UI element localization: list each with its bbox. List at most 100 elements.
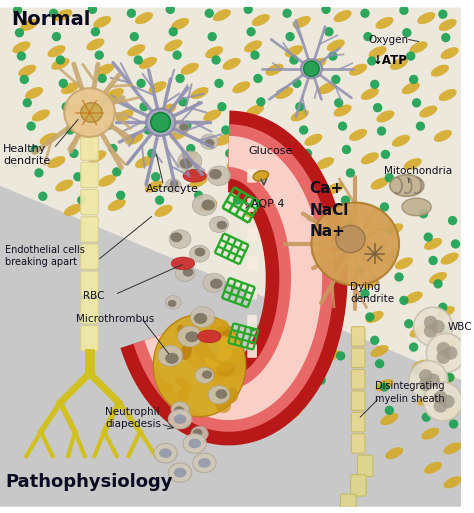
Circle shape xyxy=(285,32,295,41)
FancyBboxPatch shape xyxy=(351,348,365,367)
Ellipse shape xyxy=(349,64,367,76)
Bar xyxy=(222,207,249,224)
Circle shape xyxy=(233,195,242,205)
Circle shape xyxy=(229,172,238,182)
Ellipse shape xyxy=(181,63,199,75)
Circle shape xyxy=(190,167,200,176)
FancyBboxPatch shape xyxy=(81,216,98,242)
Circle shape xyxy=(211,55,221,65)
Bar xyxy=(233,325,241,345)
Ellipse shape xyxy=(304,134,322,146)
Circle shape xyxy=(360,9,370,18)
Circle shape xyxy=(134,55,143,65)
Ellipse shape xyxy=(198,330,221,343)
Ellipse shape xyxy=(145,181,163,192)
Circle shape xyxy=(225,149,234,158)
Ellipse shape xyxy=(177,388,190,401)
Circle shape xyxy=(27,122,36,131)
Circle shape xyxy=(104,121,114,130)
Circle shape xyxy=(373,103,383,112)
Ellipse shape xyxy=(253,171,268,181)
Ellipse shape xyxy=(292,16,311,28)
Circle shape xyxy=(244,5,253,14)
Ellipse shape xyxy=(155,205,173,217)
Bar xyxy=(247,202,261,223)
FancyBboxPatch shape xyxy=(81,162,98,187)
Text: Mitochondria: Mitochondria xyxy=(384,166,453,176)
Ellipse shape xyxy=(32,109,50,122)
Ellipse shape xyxy=(285,45,303,57)
Ellipse shape xyxy=(291,109,309,122)
Ellipse shape xyxy=(160,346,168,359)
Text: Normal: Normal xyxy=(12,10,91,29)
Circle shape xyxy=(422,412,431,422)
Ellipse shape xyxy=(419,106,438,117)
Circle shape xyxy=(438,303,447,312)
Ellipse shape xyxy=(61,82,79,94)
Circle shape xyxy=(428,256,438,265)
Ellipse shape xyxy=(226,388,238,403)
Ellipse shape xyxy=(170,232,182,242)
Ellipse shape xyxy=(392,135,410,147)
Circle shape xyxy=(19,75,29,84)
Bar xyxy=(226,200,253,217)
Ellipse shape xyxy=(183,169,206,182)
FancyBboxPatch shape xyxy=(340,494,356,513)
Circle shape xyxy=(444,346,457,360)
Ellipse shape xyxy=(444,477,462,488)
Ellipse shape xyxy=(12,41,30,53)
Ellipse shape xyxy=(316,157,334,169)
Circle shape xyxy=(263,366,273,375)
Circle shape xyxy=(434,399,447,412)
Bar xyxy=(240,326,247,346)
Circle shape xyxy=(445,372,455,382)
Ellipse shape xyxy=(322,350,340,362)
Ellipse shape xyxy=(170,128,188,140)
Circle shape xyxy=(214,78,224,88)
Bar xyxy=(214,233,225,253)
Ellipse shape xyxy=(190,175,208,188)
Ellipse shape xyxy=(194,248,205,256)
Ellipse shape xyxy=(283,408,301,420)
Circle shape xyxy=(426,333,465,372)
Circle shape xyxy=(419,369,433,383)
Circle shape xyxy=(283,337,292,346)
Ellipse shape xyxy=(349,129,367,141)
Circle shape xyxy=(417,389,426,399)
Bar xyxy=(214,252,240,265)
Ellipse shape xyxy=(190,306,215,327)
Ellipse shape xyxy=(216,389,228,399)
Ellipse shape xyxy=(135,156,153,168)
Ellipse shape xyxy=(47,45,65,57)
Circle shape xyxy=(253,74,263,83)
Ellipse shape xyxy=(210,279,222,289)
Ellipse shape xyxy=(215,326,230,339)
Ellipse shape xyxy=(292,325,311,338)
Circle shape xyxy=(283,9,292,18)
Circle shape xyxy=(15,28,24,37)
Ellipse shape xyxy=(402,198,431,215)
Ellipse shape xyxy=(180,151,198,163)
Ellipse shape xyxy=(195,367,214,383)
Ellipse shape xyxy=(424,238,442,250)
Circle shape xyxy=(346,219,355,228)
Circle shape xyxy=(310,195,320,205)
Circle shape xyxy=(351,242,360,251)
Ellipse shape xyxy=(421,428,439,440)
Ellipse shape xyxy=(244,41,262,52)
Circle shape xyxy=(342,145,351,154)
Ellipse shape xyxy=(311,203,399,285)
Ellipse shape xyxy=(219,336,228,350)
Bar xyxy=(234,186,261,204)
Circle shape xyxy=(297,268,306,278)
Ellipse shape xyxy=(69,104,87,115)
Ellipse shape xyxy=(390,58,408,70)
Circle shape xyxy=(299,125,309,135)
Circle shape xyxy=(381,150,390,159)
Circle shape xyxy=(292,78,301,88)
Bar xyxy=(226,239,237,259)
Ellipse shape xyxy=(424,462,442,474)
Ellipse shape xyxy=(199,200,218,212)
Ellipse shape xyxy=(404,158,422,170)
Circle shape xyxy=(186,144,195,153)
